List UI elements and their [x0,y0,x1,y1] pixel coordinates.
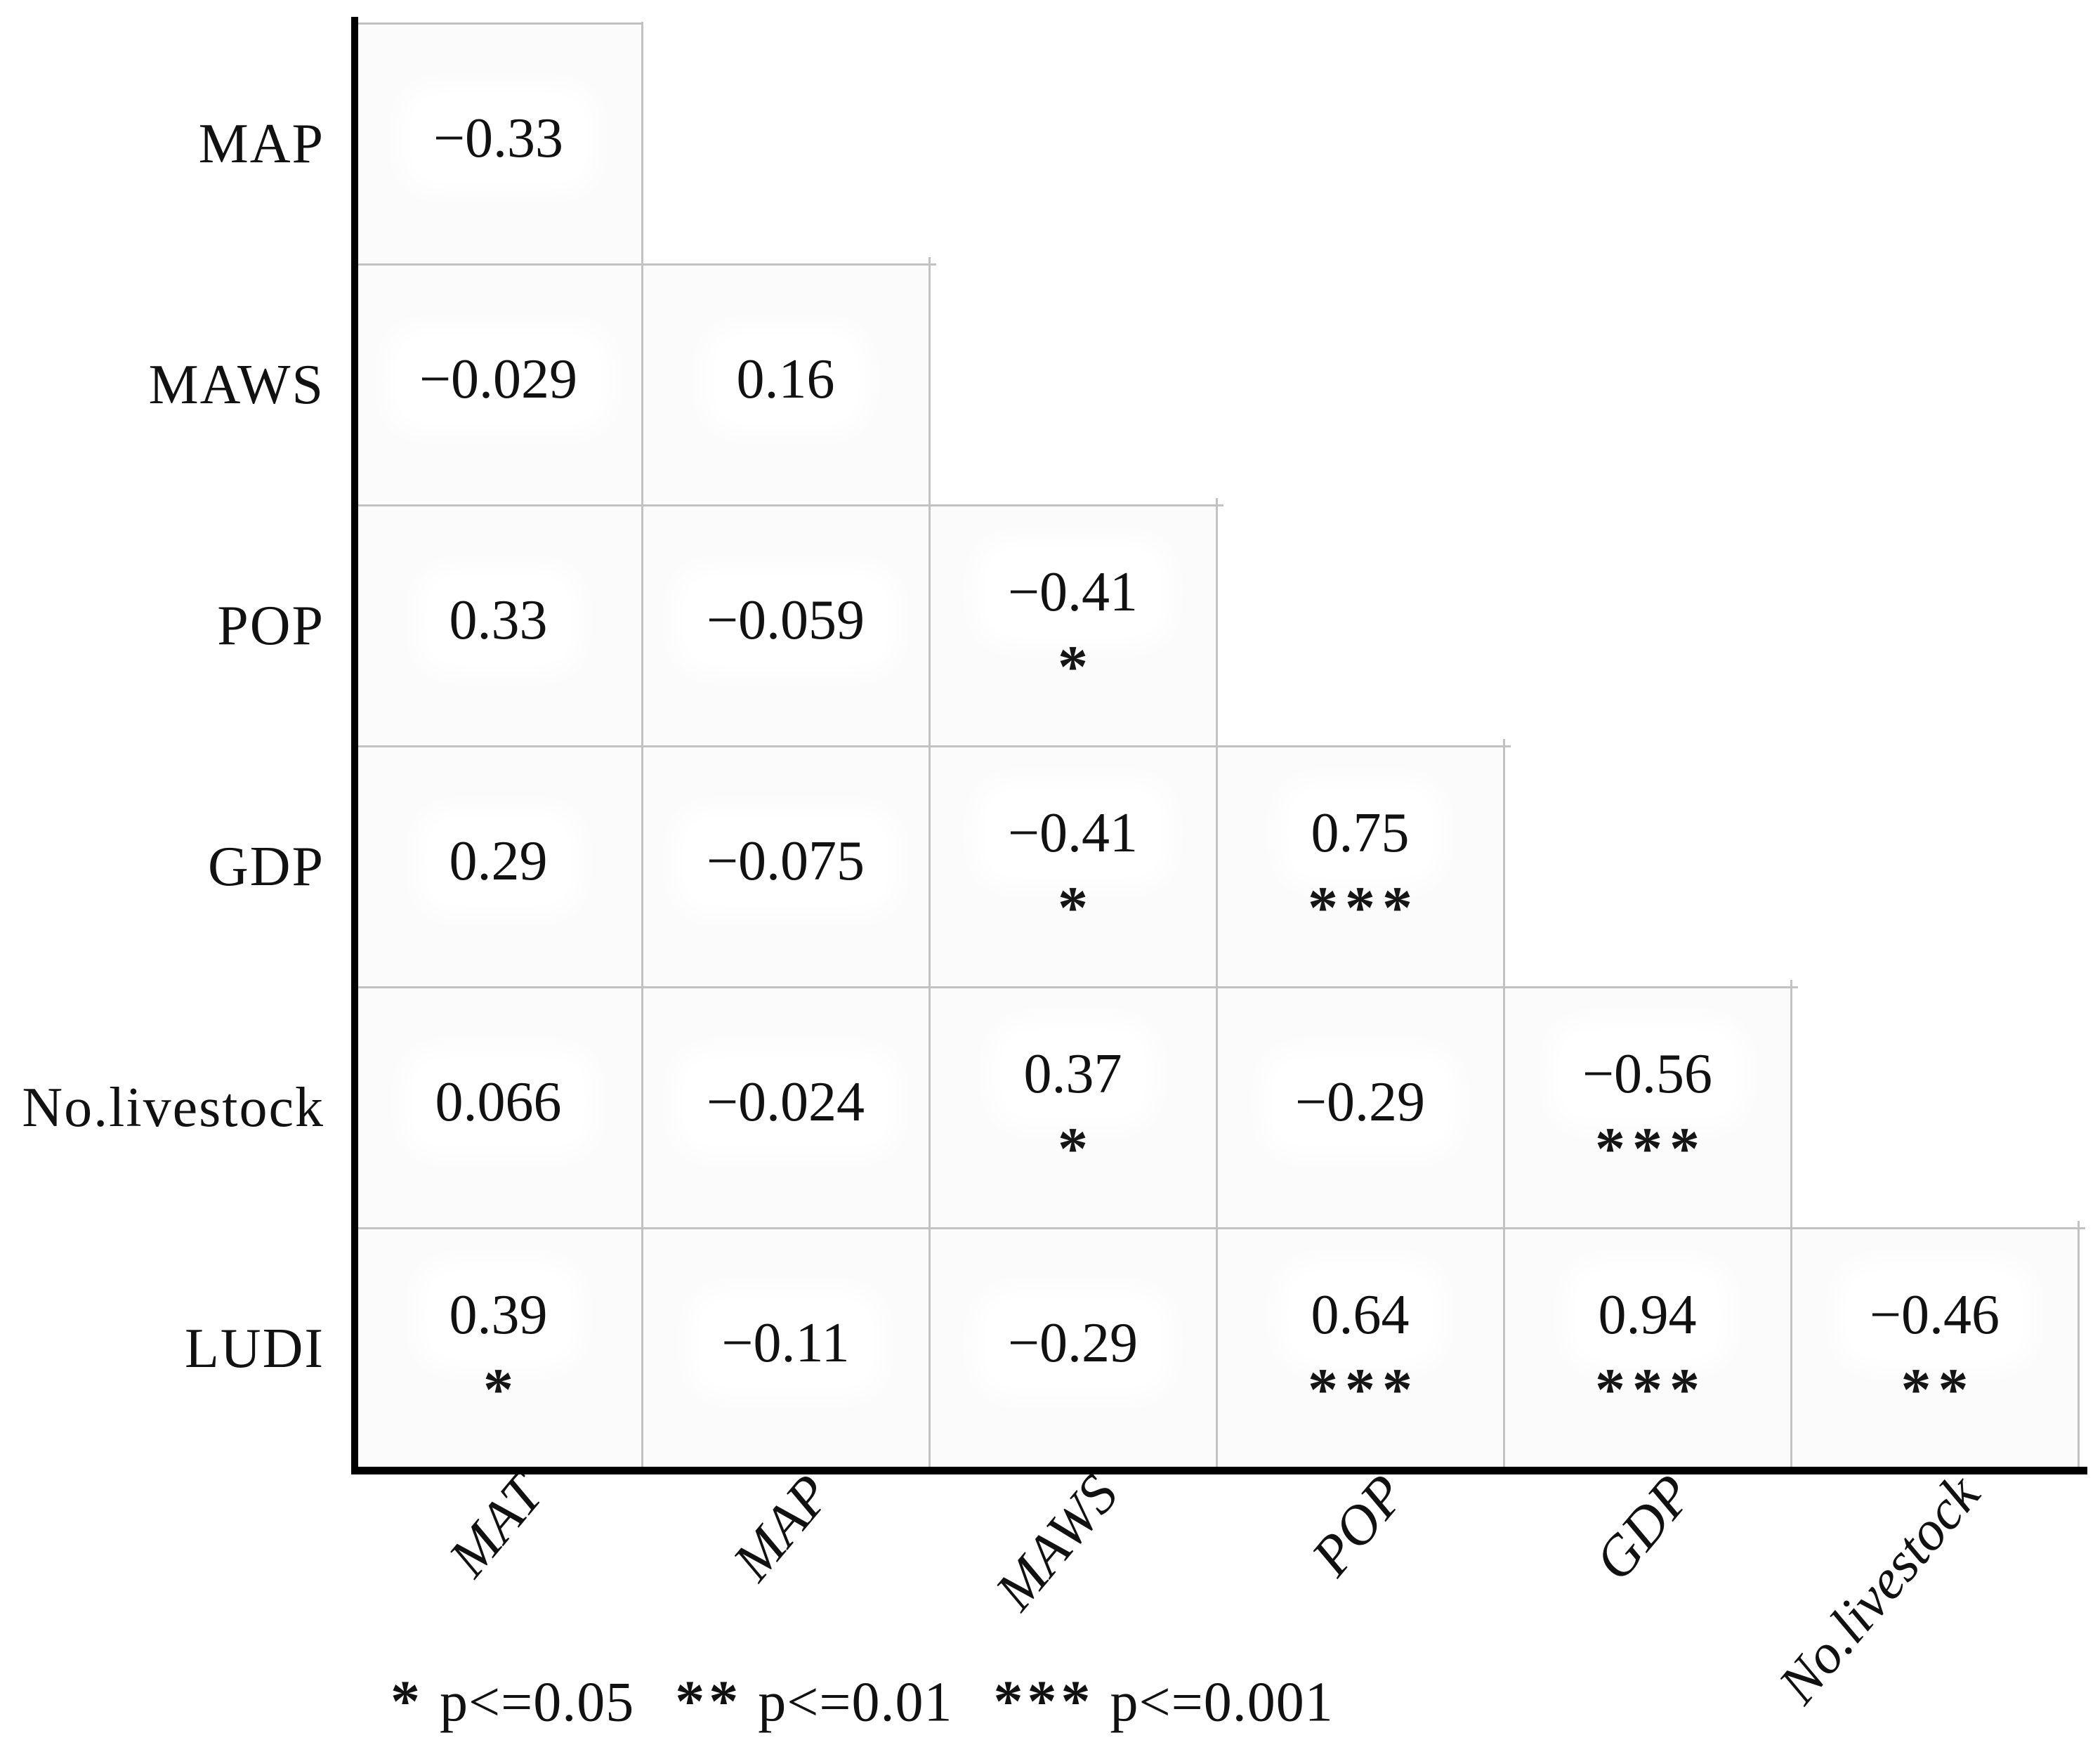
legend-item: * p<=0.05 [391,1668,634,1736]
legend-significance-symbol: *** [993,1668,1095,1734]
legend-significance-symbol: ** [675,1668,743,1734]
cell-value: 0.37 [1005,1034,1141,1113]
cell-value: −0.41 [989,552,1157,632]
column-label: No.livestock [1767,1463,1993,1715]
gridline-h [355,263,936,266]
cell-value: −0.029 [400,339,596,419]
row-label: MAP [198,112,324,175]
y-axis-line [351,17,358,1473]
gridline-h [355,504,1223,506]
cell-value: −0.29 [1276,1062,1444,1142]
gridline-h [355,986,1798,988]
legend-threshold-text: p<=0.05 [440,1671,635,1734]
gridline-h [355,1227,2085,1229]
cell-value: 0.29 [431,821,566,901]
column-label: MAT [437,1463,556,1588]
gridline-v [1503,739,1505,1469]
column-label: GDP [1583,1463,1705,1592]
gridline-v [928,257,931,1469]
cell-significance: * [1058,1114,1095,1182]
cell-value: −0.024 [688,1062,884,1142]
column-label: POP [1299,1463,1418,1588]
gridline-v [641,22,643,1469]
legend-threshold-text: p<=0.001 [1110,1671,1334,1734]
cell-value: 0.39 [431,1275,566,1354]
row-label: MAWS [148,353,324,416]
gridline-v [2078,1221,2080,1469]
gridline-v [1790,980,1792,1469]
gridline-v [1216,498,1218,1469]
legend-item: ** p<=0.01 [675,1668,952,1736]
cell-value: −0.075 [688,821,884,901]
gridline-h [355,745,1511,747]
legend-item: *** p<=0.001 [993,1668,1333,1736]
significance-legend: * p<=0.05 ** p<=0.01 *** p<=0.001 [391,1668,1334,1736]
cell-significance: * [1058,632,1095,700]
row-label: LUDI [184,1317,324,1380]
cell-significance: * [483,1355,520,1423]
x-axis-line [351,1467,2087,1474]
cell-value: 0.066 [416,1062,580,1142]
cell-significance: *** [1308,1355,1419,1423]
cell-value: 0.64 [1292,1275,1428,1354]
cell-value: 0.16 [718,339,853,419]
cell-significance: * [1058,873,1095,941]
row-label: GDP [207,835,324,898]
cell-value: 0.75 [1292,793,1428,872]
cell-value: −0.059 [688,580,884,660]
cell-value: −0.29 [989,1303,1157,1382]
cell-value: −0.41 [989,793,1157,872]
cell-value: −0.33 [414,98,582,178]
row-label: No.livestock [22,1076,324,1139]
cell-significance: *** [1595,1114,1707,1182]
legend-significance-symbol: * [391,1668,424,1734]
cell-significance: ** [1901,1355,1976,1423]
legend-threshold-text: p<=0.01 [758,1671,953,1734]
cell-significance: *** [1308,873,1419,941]
cell-value: 0.33 [431,580,566,660]
gridline-h [355,22,643,25]
cell-value: −0.46 [1851,1275,2019,1354]
column-label: MAWS [983,1463,1131,1622]
cell-value: 0.94 [1580,1275,1715,1354]
cell-significance: *** [1595,1355,1707,1423]
cell-value: −0.56 [1563,1034,1731,1113]
column-label: MAP [721,1463,844,1592]
row-label: POP [217,594,324,657]
cell-value: −0.11 [703,1303,868,1382]
